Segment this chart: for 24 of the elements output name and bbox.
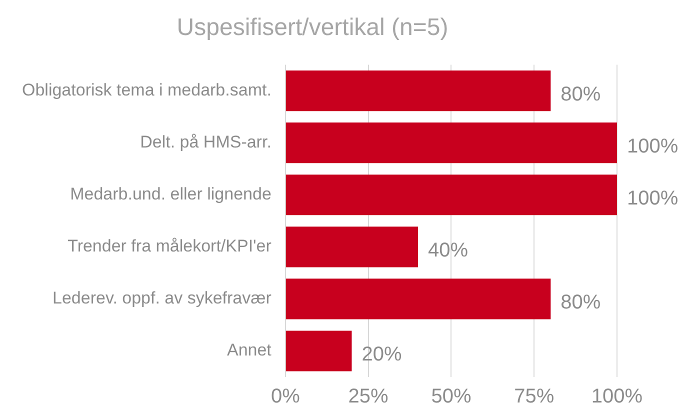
bar bbox=[286, 278, 551, 320]
data-label: 100% bbox=[627, 187, 678, 210]
y-tick-label: Annet bbox=[226, 340, 272, 360]
data-label: 100% bbox=[627, 135, 678, 158]
data-label: 80% bbox=[560, 83, 601, 106]
data-label: 40% bbox=[428, 239, 468, 262]
chart-title: Uspesifisert/vertikal (n=5) bbox=[176, 14, 448, 42]
y-tick-label: Medarb.und. eller lignende bbox=[70, 184, 272, 204]
y-tick-label: Lederev. oppf. av sykefravær bbox=[52, 288, 272, 308]
x-tick-label: 25% bbox=[348, 386, 389, 408]
bar bbox=[286, 122, 617, 164]
y-tick-label: Obligatorisk tema i medarb.samt. bbox=[22, 80, 272, 100]
bar bbox=[286, 174, 617, 216]
bar bbox=[286, 70, 551, 112]
x-tick-label: 50% bbox=[431, 386, 472, 408]
bar bbox=[286, 226, 418, 268]
x-tick-label: 75% bbox=[514, 386, 554, 408]
data-label: 20% bbox=[362, 344, 402, 366]
x-tick-label: 100% bbox=[591, 386, 643, 408]
y-tick-label: Delt. på HMS-arr. bbox=[140, 132, 272, 152]
data-label: 80% bbox=[560, 291, 601, 314]
x-tick-label: 0% bbox=[270, 386, 300, 408]
y-tick-label: Trender fra målekort/KPI'er bbox=[68, 236, 272, 256]
bar bbox=[286, 330, 352, 372]
